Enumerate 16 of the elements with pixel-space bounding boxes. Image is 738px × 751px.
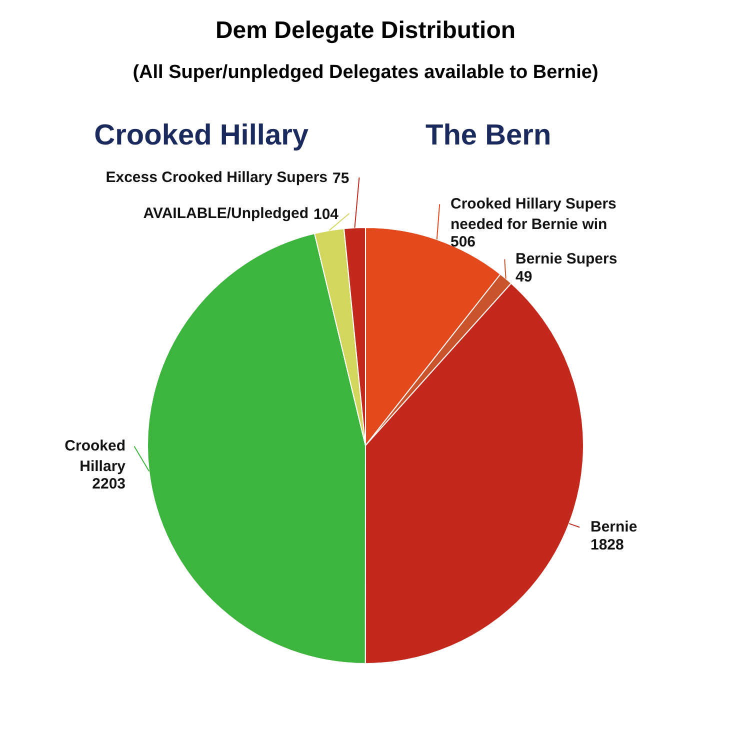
data-label: 75: [332, 170, 350, 187]
data-label: 49: [516, 268, 532, 286]
text: The Bern: [426, 120, 552, 152]
chart-title: Dem Delegate Distribution: [215, 17, 516, 44]
slice-label: Crooked Hillary: [64, 438, 126, 475]
text: Crooked Hillary: [94, 120, 308, 152]
chart-subtitle: (All Super/unpledged Delegates available to Bernie): [132, 62, 598, 83]
data-label: 104: [314, 206, 340, 223]
data-label: 2203: [92, 476, 126, 492]
slice-label: Excess Crooked Hillary Supers: [106, 169, 328, 186]
data-label: 506: [450, 234, 476, 250]
data-label: 1828: [590, 536, 624, 554]
slice-label: Bernie: [590, 518, 638, 536]
slice-label: Crooked Hillary Supers needed for Bernie win: [450, 196, 616, 233]
slice-label: Bernie Supers: [516, 250, 618, 268]
slice-label: AVAILABLE/Unpledged: [143, 205, 309, 222]
